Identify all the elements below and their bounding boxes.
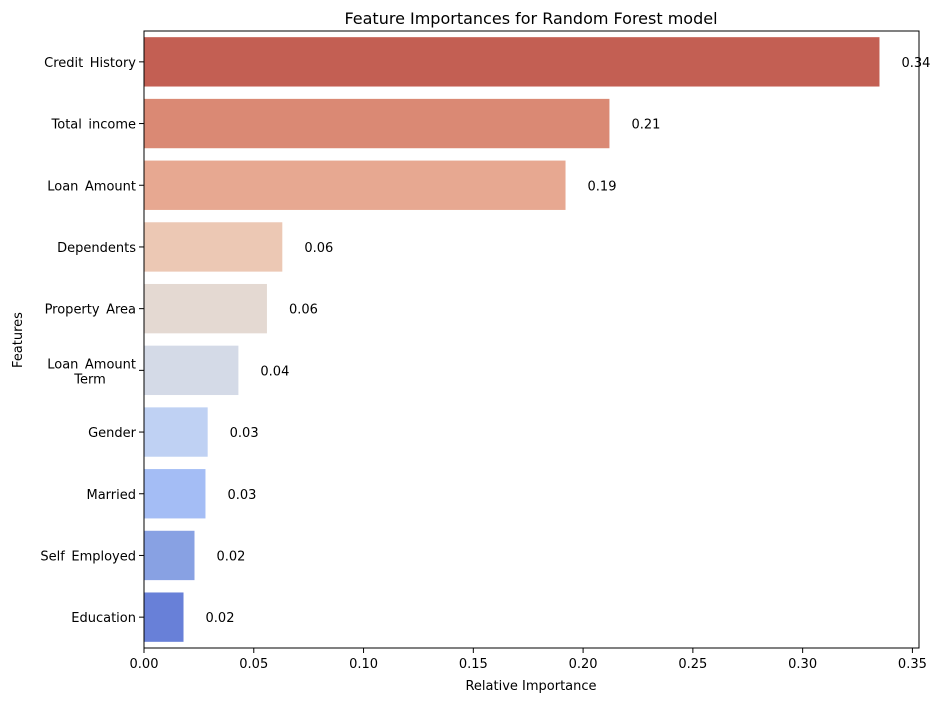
bar-value-label: 0.03 <box>230 426 259 441</box>
y-tick-label: Total income <box>51 118 136 133</box>
x-tick-label: 0.25 <box>678 657 707 672</box>
bar-value-label: 0.21 <box>631 118 660 133</box>
bar-value-label: 0.34 <box>901 56 930 71</box>
bar-value-label: 0.19 <box>588 179 617 194</box>
y-tick-label: Credit History <box>44 56 136 71</box>
x-axis-label: Relative Importance <box>465 679 596 694</box>
x-tick-label: 0.00 <box>130 657 159 672</box>
bar-value-label: 0.06 <box>304 241 333 256</box>
x-tick-label: 0.10 <box>349 657 378 672</box>
y-tick-label: Loan Amount Term <box>47 357 136 387</box>
y-tick-label: Married <box>86 488 136 503</box>
bar-value-label: 0.04 <box>260 364 289 379</box>
y-tick-label: Self Employed <box>40 549 136 564</box>
y-tick-label: Dependents <box>57 241 136 256</box>
chart-title: Feature Importances for Random Forest mo… <box>344 9 717 28</box>
bar <box>144 37 880 87</box>
x-tick-label: 0.30 <box>788 657 817 672</box>
bar <box>144 530 195 581</box>
x-tick-label: 0.15 <box>459 657 488 672</box>
y-tick-label: Gender <box>88 426 137 441</box>
bar-value-label: 0.03 <box>227 488 256 503</box>
bar-value-label: 0.02 <box>206 611 235 626</box>
bar <box>144 592 184 642</box>
bar-value-labels: 0.34 0.21 0.19 0.06 0.06 0.04 0.03 0.03 0.02 0.02 <box>206 56 931 626</box>
bar <box>144 469 206 519</box>
y-axis: Credit History Total income Loan Amount Dep… <box>40 56 144 626</box>
x-tick-label: 0.20 <box>569 657 598 672</box>
x-tick-label: 0.35 <box>898 657 927 672</box>
bar <box>144 222 283 272</box>
y-axis-label: Features <box>11 312 26 368</box>
bar <box>144 407 208 457</box>
bars-group <box>144 37 880 642</box>
bar <box>144 283 267 334</box>
y-tick-label: Education <box>71 611 136 626</box>
bar-value-label: 0.06 <box>289 303 318 318</box>
x-tick-label: 0.05 <box>239 657 268 672</box>
bar-value-label: 0.02 <box>216 549 245 564</box>
bar <box>144 160 566 210</box>
y-tick-label: Property Area <box>45 303 136 318</box>
bar <box>144 345 239 396</box>
bar <box>144 98 610 149</box>
plot-frame <box>143 30 920 649</box>
y-tick-label: Loan Amount <box>47 179 136 194</box>
x-axis: 0.00 0.05 0.10 0.15 0.20 0.25 0.30 0.35 <box>130 648 927 672</box>
